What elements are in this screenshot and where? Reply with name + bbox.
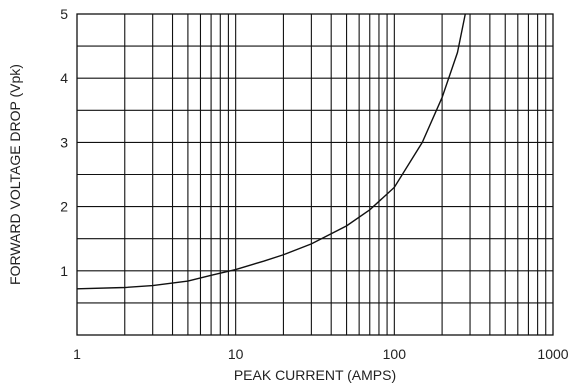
y-tick-label: 3 bbox=[60, 134, 68, 150]
series-line bbox=[76, 13, 466, 290]
y-tick-label: 1 bbox=[60, 263, 68, 279]
x-tick-label: 1000 bbox=[537, 346, 568, 362]
x-axis-ticks: 1 10 100 1000 bbox=[73, 346, 569, 362]
y-tick-label: 5 bbox=[60, 6, 68, 22]
plot-frame bbox=[76, 13, 554, 336]
grid bbox=[77, 14, 553, 335]
y-axis-ticks: 1 2 3 4 5 bbox=[60, 6, 68, 279]
y-tick-label: 2 bbox=[60, 199, 68, 215]
x-tick-label: 1 bbox=[73, 346, 81, 362]
x-tick-label: 10 bbox=[228, 346, 244, 362]
x-tick-label: 100 bbox=[383, 346, 407, 362]
y-axis-title: FORWARD VOLTAGE DROP (Vpk) bbox=[7, 64, 23, 285]
x-axis-title: PEAK CURRENT (AMPS) bbox=[234, 367, 396, 383]
y-tick-label: 4 bbox=[60, 70, 68, 86]
